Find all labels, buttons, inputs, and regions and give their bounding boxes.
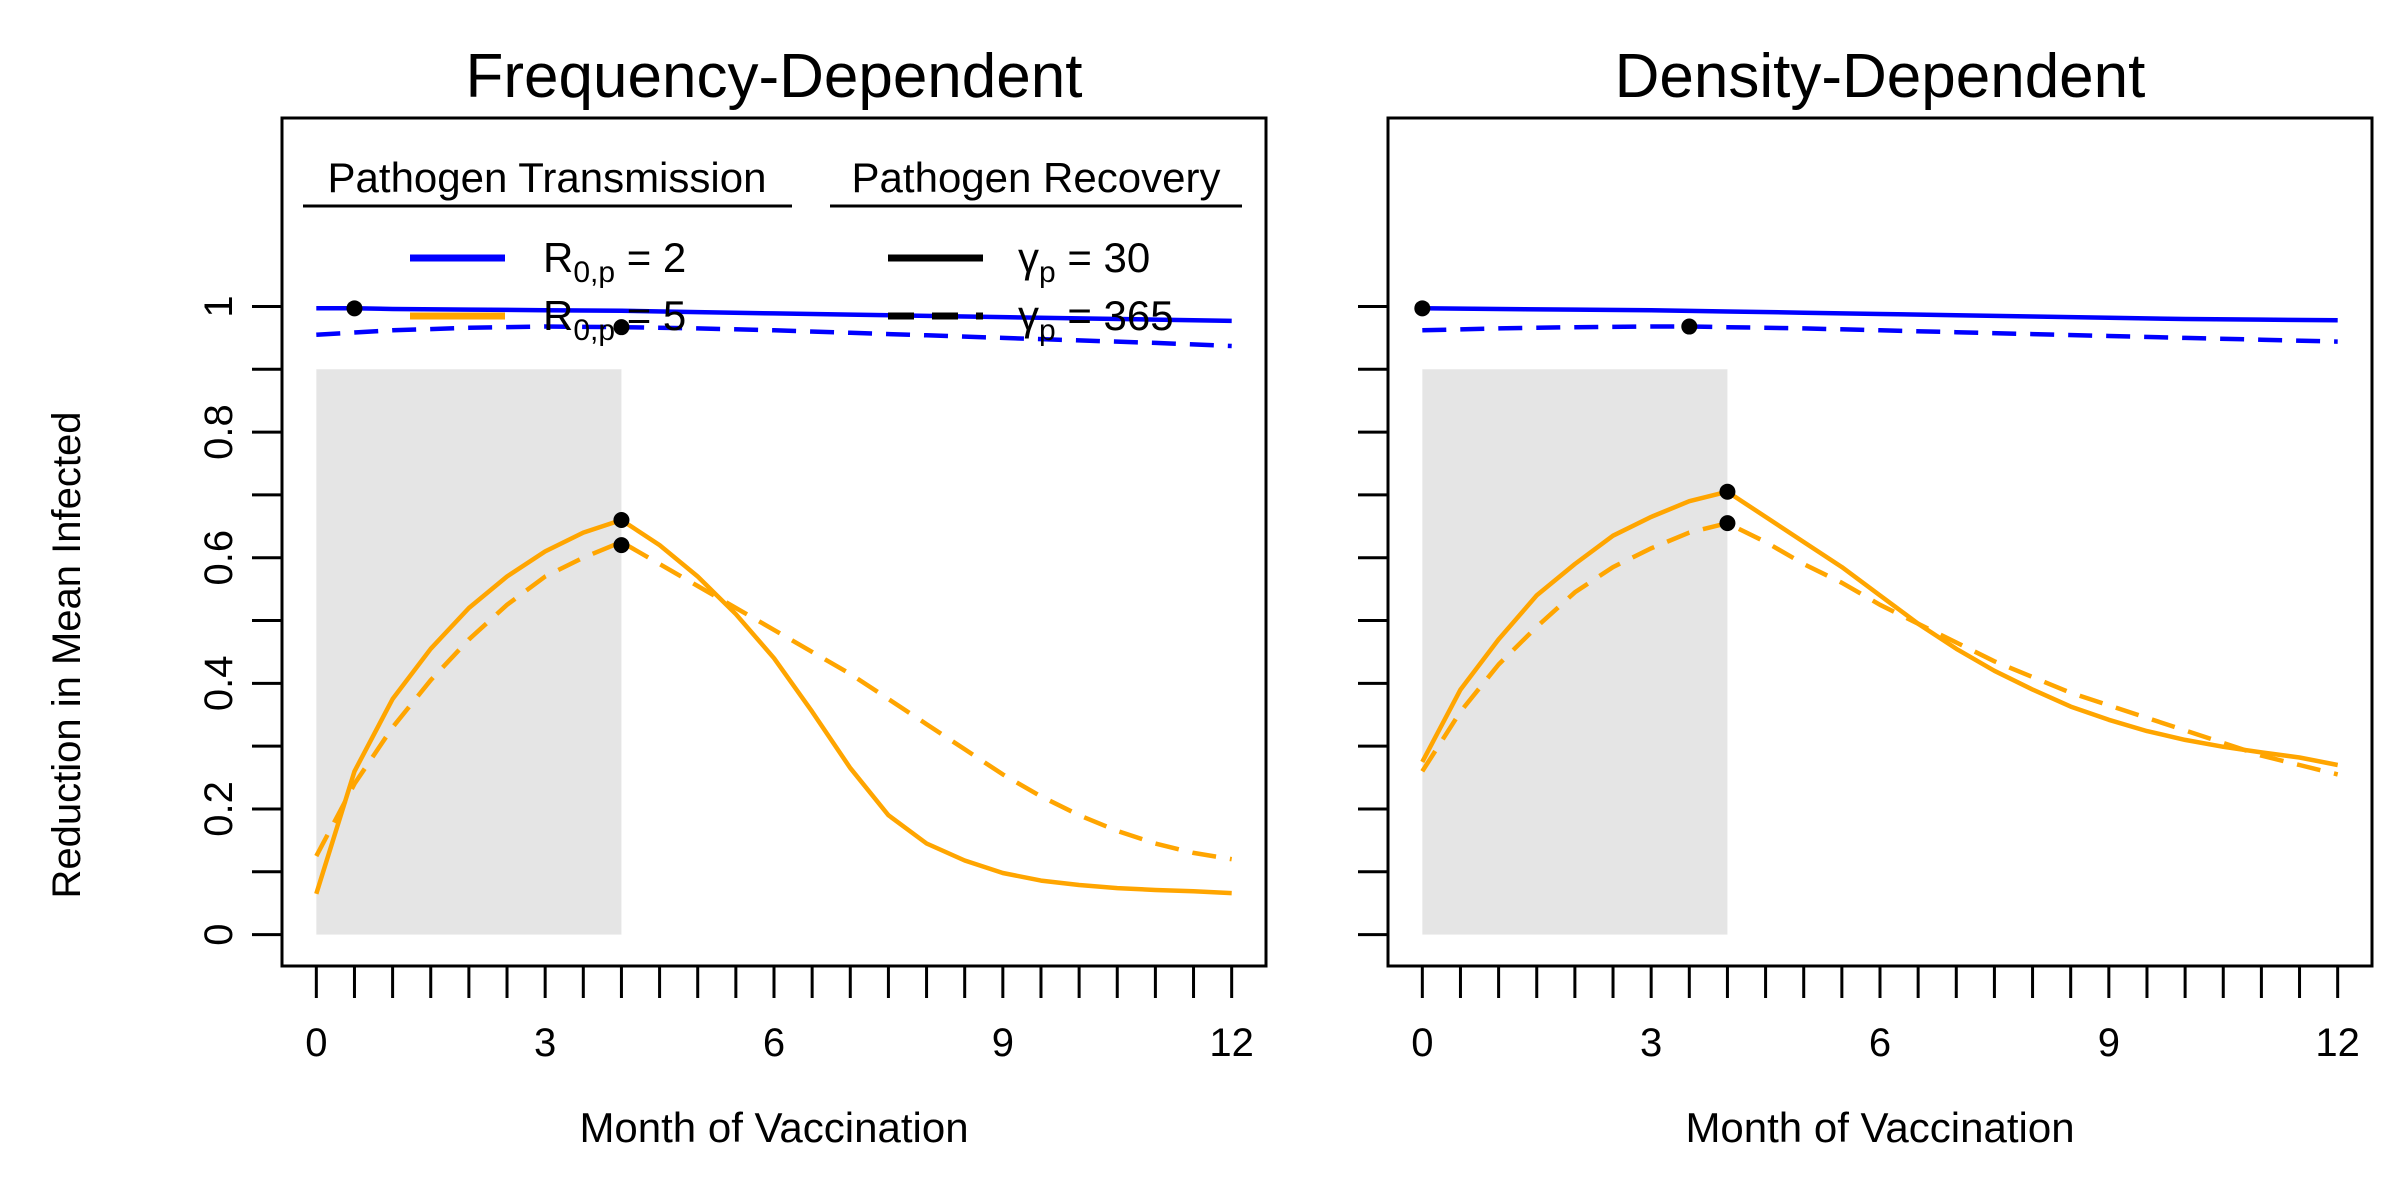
x-tick-label: 6 xyxy=(763,1021,785,1065)
data-point-marker xyxy=(346,300,363,317)
series-line-1 xyxy=(316,306,1232,324)
data-point-marker xyxy=(1719,515,1736,532)
y-axis-label: Reduction in Mean Infected xyxy=(45,412,89,899)
x-axis-label: Month of Vaccination xyxy=(1685,1104,2074,1151)
x-tick-label: 6 xyxy=(1869,1021,1891,1065)
shaded-region xyxy=(1422,369,1728,935)
data-point-marker xyxy=(1681,318,1698,335)
legend-label-transmission: R0,p = 2 xyxy=(543,234,686,289)
x-tick-label: 0 xyxy=(305,1021,327,1065)
legend-label-transmission: R0,p = 5 xyxy=(543,292,686,347)
y-tick-label: 0.4 xyxy=(197,656,241,712)
y-tick-label: 0 xyxy=(197,923,241,945)
chart-panel-2: 0 3 6 9 12 Density-Dependent Month of Vaccinat… xyxy=(1358,42,2374,1151)
series-line-4 xyxy=(314,539,1233,862)
chart-title: Density-Dependent xyxy=(1615,42,2146,111)
y-tick-label: 0.8 xyxy=(197,404,241,460)
data-point-marker xyxy=(1719,483,1736,500)
y-tick-label: 0.6 xyxy=(197,530,241,586)
x-tick-label: 3 xyxy=(1640,1021,1662,1065)
chart-panels: 0 3 6 9 12 0 0.2 0.4 0.6 0.8 1 Frequency-Dependent M… xyxy=(197,42,2374,1151)
legend: Pathogen Transmission Pathogen Recovery R0… xyxy=(303,154,1242,347)
x-tick-label: 0 xyxy=(1411,1021,1433,1065)
data-point-marker xyxy=(613,537,630,554)
legend-label-recovery: γp = 30 xyxy=(1018,234,1150,289)
series-line-1 xyxy=(1422,306,2338,323)
x-tick-label: 9 xyxy=(2098,1021,2120,1065)
y-tick-label: 1 xyxy=(197,295,241,317)
y-tick-label: 0.2 xyxy=(197,781,241,837)
series-line-2 xyxy=(316,324,1232,349)
data-point-marker xyxy=(613,319,630,336)
data-point-marker xyxy=(1414,300,1431,317)
x-axis-label: Month of Vaccination xyxy=(579,1104,968,1151)
x-tick-label: 3 xyxy=(534,1021,556,1065)
x-tick-label: 12 xyxy=(2315,1021,2360,1065)
x-tick-label: 12 xyxy=(1209,1021,1254,1065)
series-line-3 xyxy=(1420,489,2339,768)
series-line-2 xyxy=(1422,324,2338,344)
legend-transmission-title: Pathogen Transmission xyxy=(328,154,767,201)
chart-title: Frequency-Dependent xyxy=(466,42,1083,111)
legend-recovery-title: Pathogen Recovery xyxy=(852,154,1221,201)
chart-panel-1: 0 3 6 9 12 0 0.2 0.4 0.6 0.8 1 Frequency-Dependent M… xyxy=(197,42,1268,1151)
series-line-4 xyxy=(1420,520,2339,777)
series-line-3 xyxy=(314,517,1232,896)
shaded-region xyxy=(316,369,622,935)
legend-label-recovery: γp = 365 xyxy=(1018,292,1174,347)
x-tick-label: 9 xyxy=(992,1021,1014,1065)
data-point-marker xyxy=(613,512,630,529)
